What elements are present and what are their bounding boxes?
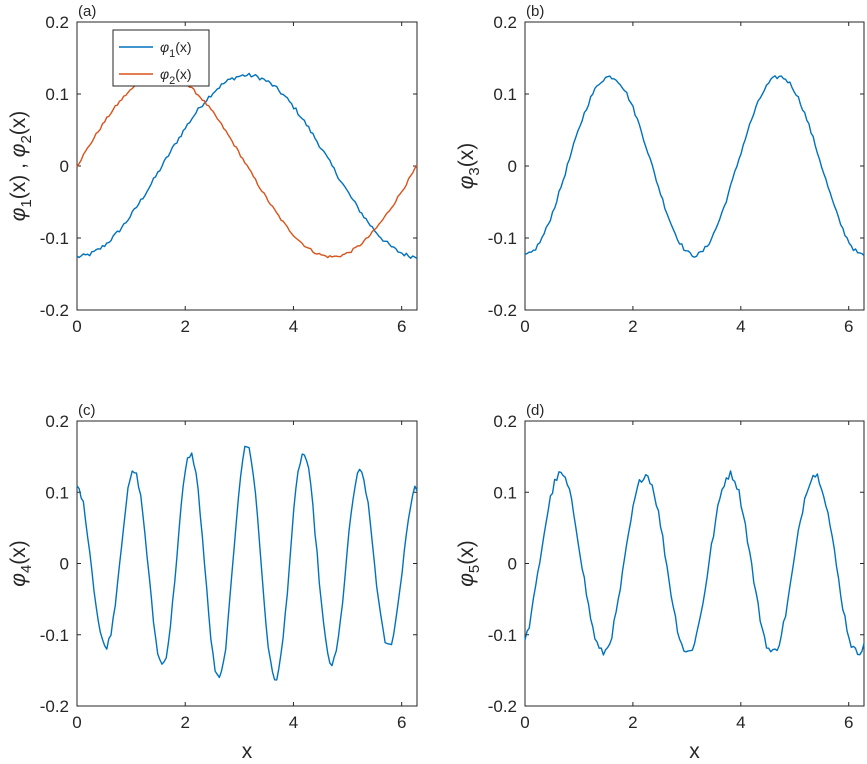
y-tick-label: 0.1: [45, 85, 69, 104]
y-axis-label: φ1(x) , φ2(x): [7, 111, 35, 222]
panel-label: (a): [78, 3, 96, 20]
axes-box: [524, 21, 865, 311]
y-tick-label: -0.1: [40, 229, 69, 248]
x-tick-label: 2: [628, 713, 637, 732]
y-tick-label: -0.1: [488, 626, 517, 645]
x-tick-label: 4: [289, 713, 298, 732]
panel-a: -0.2 -0.1 0 0.1 0.2 0 2 4 6 (a) φ1(x) , φ2(x) φ1(x)…: [7, 3, 418, 336]
y-tick-label: 0.2: [493, 412, 517, 431]
y-tick-label: 0: [508, 555, 517, 574]
panel-c: -0.2 -0.1 0 0.1 0.2 0 2 4 6 (c) φ4(x) x: [7, 402, 418, 763]
axes-box: [524, 420, 865, 707]
panel-label: (d): [526, 402, 544, 419]
x-tick-label: 0: [520, 317, 529, 336]
x-tick-label: 2: [628, 317, 637, 336]
panel-label: (b): [526, 3, 544, 20]
x-tick-label: 6: [844, 317, 853, 336]
legend-entry-2: φ2(x): [160, 66, 192, 87]
panel-d: -0.2 -0.1 0 0.1 0.2 0 2 4 6 (d) φ5(x) x: [455, 402, 865, 763]
legend: φ1(x) φ2(x): [112, 29, 210, 87]
y-axis-label: φ4(x): [7, 540, 35, 587]
series-line-1: [524, 75, 865, 258]
x-tick-label: 6: [397, 713, 406, 732]
x-tick-label: 4: [736, 317, 745, 336]
y-tick-label: 0.2: [493, 13, 517, 32]
axes-box: [76, 420, 418, 707]
x-axis-label: x: [242, 740, 253, 763]
y-tick-label: 0: [60, 555, 69, 574]
x-tick-label: 6: [844, 713, 853, 732]
series-line-1: [76, 72, 418, 260]
y-tick-label: -0.2: [40, 301, 69, 320]
y-tick-label: 0.1: [493, 85, 517, 104]
y-tick-label: 0.1: [493, 483, 517, 502]
x-tick-label: 2: [180, 317, 189, 336]
x-tick-label: 0: [72, 317, 81, 336]
y-tick-label: -0.2: [488, 697, 517, 716]
y-tick-label: 0.1: [45, 483, 69, 502]
y-tick-label: -0.1: [488, 229, 517, 248]
x-tick-label: 0: [520, 713, 529, 732]
y-tick-label: 0: [508, 157, 517, 176]
x-tick-label: 0: [72, 713, 81, 732]
series-line-1: [76, 445, 418, 681]
y-tick-label: -0.1: [40, 626, 69, 645]
x-tick-label: 2: [180, 713, 189, 732]
x-tick-label: 4: [736, 713, 745, 732]
y-tick-label: 0: [60, 157, 69, 176]
panel-label: (c): [78, 402, 96, 419]
legend-box: [112, 29, 210, 87]
y-tick-label: -0.2: [488, 301, 517, 320]
x-tick-label: 6: [397, 317, 406, 336]
panel-b: -0.2 -0.1 0 0.1 0.2 0 2 4 6 (b) φ3(x): [455, 3, 865, 336]
y-axis-label: φ5(x): [455, 540, 483, 587]
series-line-2: [76, 74, 418, 259]
y-tick-label: 0.2: [45, 412, 69, 431]
series-line-1: [524, 470, 865, 656]
x-tick-label: 4: [289, 317, 298, 336]
x-axis-label: x: [689, 740, 700, 763]
legend-entry-1: φ1(x): [160, 39, 192, 60]
y-tick-label: 0.2: [45, 13, 69, 32]
y-axis-label: φ3(x): [455, 143, 483, 190]
y-tick-label: -0.2: [40, 697, 69, 716]
